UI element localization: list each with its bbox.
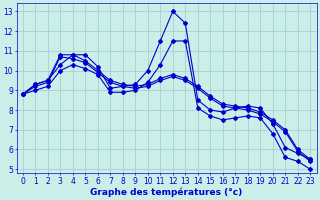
X-axis label: Graphe des températures (°c): Graphe des températures (°c) [91,187,243,197]
